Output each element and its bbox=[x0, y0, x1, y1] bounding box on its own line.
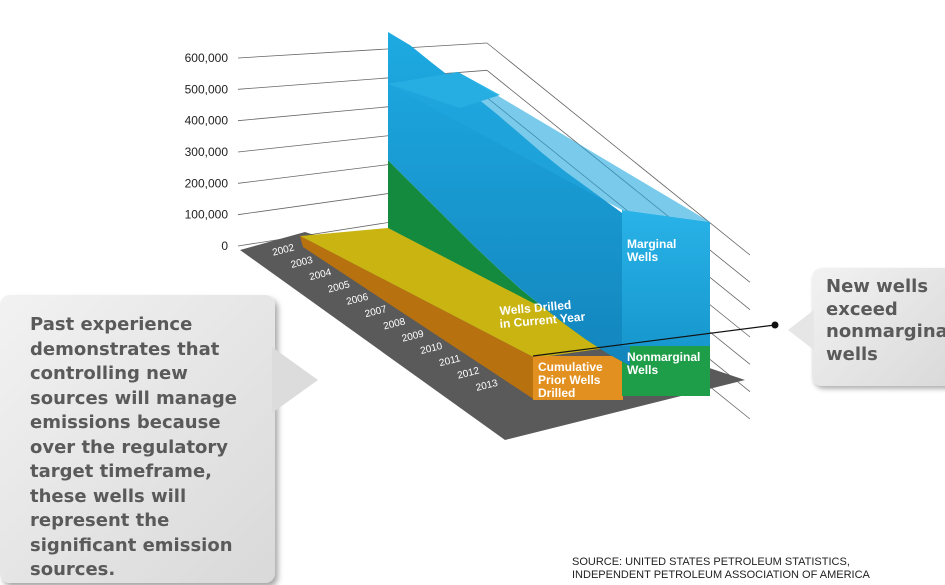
x-tick-label: 2011 bbox=[438, 353, 462, 369]
right-callout-text: New wells exceed nonmarginal wells bbox=[826, 276, 945, 365]
y-tick-label: 400,000 bbox=[185, 114, 229, 128]
x-tick-label: 2013 bbox=[475, 378, 500, 394]
label-nonmarginal-wells: Nonmarginal bbox=[627, 350, 700, 364]
series-cumulative-side bbox=[300, 236, 535, 400]
pointer-dot bbox=[771, 321, 779, 329]
label-wells-current-year: Wells Drilled bbox=[499, 298, 572, 318]
x-tick-label: 2010 bbox=[419, 341, 444, 357]
series-nonmarginal-front bbox=[622, 346, 710, 396]
pointer-line bbox=[532, 324, 776, 357]
x-tick-label: 2003 bbox=[290, 255, 315, 271]
left-callout-tail bbox=[272, 347, 318, 413]
series-marginal-front bbox=[622, 210, 710, 346]
left-callout-text: Past experience demonstrates that contro… bbox=[30, 314, 237, 580]
source-note: SOURCE: UNITED STATES PETROLEUM STATISTI… bbox=[572, 556, 870, 581]
y-tick-label: 0 bbox=[221, 239, 228, 253]
x-tick-label: 2004 bbox=[308, 267, 333, 283]
label-cumulative-prior-wells: Prior Wells bbox=[538, 373, 601, 387]
label-marginal-wells: Wells bbox=[627, 250, 658, 264]
x-tick-label: 2009 bbox=[401, 329, 426, 345]
label-cumulative-prior-wells: Cumulative bbox=[538, 360, 603, 374]
x-tick-label: 2006 bbox=[345, 292, 370, 308]
series-current-year bbox=[300, 228, 620, 358]
x-tick-label: 2012 bbox=[456, 365, 481, 381]
callout-pointer bbox=[532, 321, 779, 357]
x-axis-years: 2002200320042005200620072008200920102011… bbox=[271, 242, 499, 393]
x-tick-label: 2002 bbox=[271, 242, 296, 258]
label-nonmarginal-wells: Wells bbox=[627, 363, 658, 377]
x-tick-label: 2007 bbox=[364, 304, 389, 320]
label-marginal-wells: Marginal bbox=[627, 237, 676, 251]
series-cumulative bbox=[533, 356, 623, 400]
series-labels: MarginalWellsNonmarginalWellsCumulativeP… bbox=[499, 237, 700, 400]
y-tick-label: 200,000 bbox=[185, 176, 229, 190]
right-callout: New wells exceed nonmarginal wells bbox=[812, 268, 945, 386]
chart-series bbox=[300, 32, 710, 400]
gridline-side bbox=[486, 42, 751, 256]
series-marginal-roof bbox=[388, 72, 710, 222]
y-tick-label: 600,000 bbox=[185, 51, 229, 65]
right-callout-tail bbox=[788, 310, 814, 350]
label-cumulative-prior-wells: Drilled bbox=[538, 386, 575, 400]
y-axis-ticks: 0 100,000 200,000 300,000 400,000 500,000 600,… bbox=[185, 51, 229, 253]
y-tick-label: 500,000 bbox=[185, 82, 229, 96]
x-tick-label: 2005 bbox=[327, 279, 352, 295]
gridline-back bbox=[237, 42, 488, 59]
y-tick-label: 300,000 bbox=[185, 145, 229, 159]
y-tick-label: 100,000 bbox=[185, 208, 229, 222]
x-tick-label: 2008 bbox=[382, 316, 407, 332]
left-callout: Past experience demonstrates that contro… bbox=[0, 295, 275, 583]
